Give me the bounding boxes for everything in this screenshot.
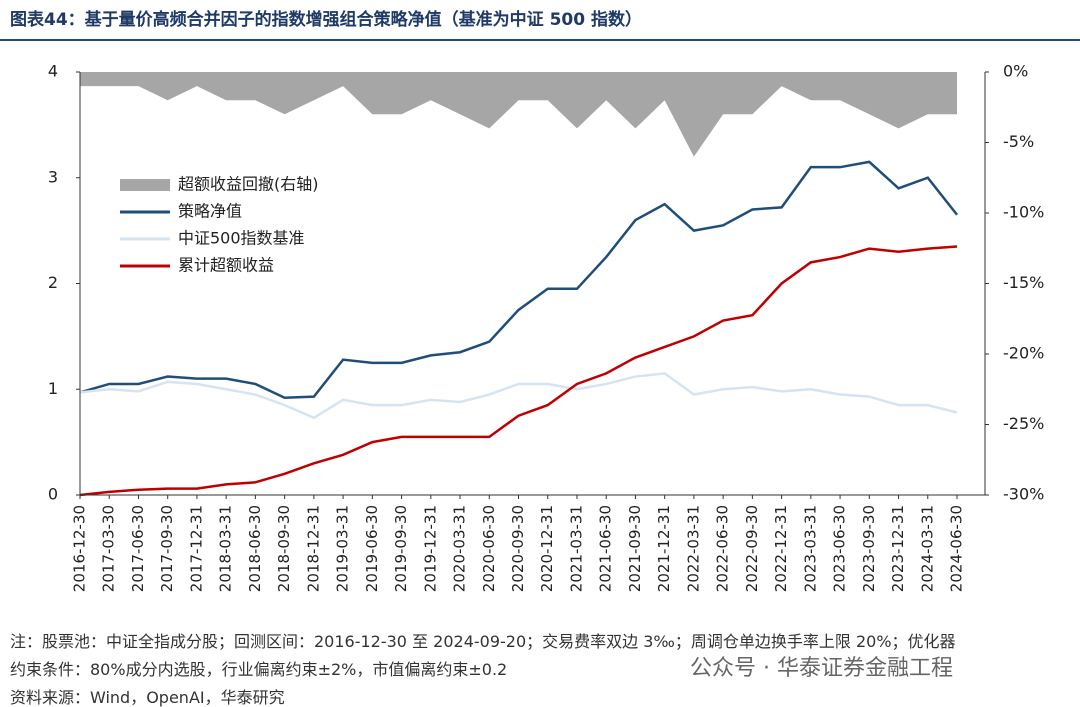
x-tick-label: 2020-09-30 [509, 505, 527, 592]
y-tick-label: 2 [48, 273, 58, 292]
x-tick-label: 2022-09-30 [743, 505, 761, 592]
title: 图表44：基于量价高频合并因子的指数增强组合策略净值（基准为中证 500 指数） [10, 9, 642, 30]
x-tick-label: 2024-06-30 [948, 505, 966, 592]
x-tick-label: 2018-12-31 [304, 505, 322, 592]
y2-tick-label: -10% [1003, 203, 1044, 222]
x-tick-label: 2023-12-31 [889, 505, 907, 592]
x-tick-label: 2019-09-30 [392, 505, 410, 592]
x-tick-label: 2022-06-30 [714, 505, 732, 592]
source: 资料来源：Wind，OpenAI，华泰研究 [10, 688, 285, 707]
x-tick-label: 2022-03-31 [684, 505, 702, 592]
series-line [79, 372, 958, 420]
x-tick-label: 2024-03-31 [918, 505, 936, 592]
legend-label: 中证500指数基准 [178, 229, 305, 248]
x-tick-label: 2021-06-30 [597, 505, 615, 592]
note: 约束条件：80%成分内选股，行业偏离约束±2%，市值偏离约束±0.2 [10, 660, 508, 679]
series-line [79, 245, 958, 497]
y-tick-label: 1 [48, 379, 58, 398]
x-tick-label: 2022-12-31 [772, 505, 790, 592]
x-tick-label: 2018-06-30 [246, 505, 264, 592]
x-tick-label: 2018-03-31 [217, 505, 235, 592]
x-tick-label: 2023-09-30 [860, 505, 878, 592]
y-tick-label: 4 [48, 62, 58, 81]
y-tick-label: 3 [48, 167, 58, 186]
x-tick-label: 2017-09-30 [158, 505, 176, 592]
watermark: 公众号 · 华泰证券金融工程 [690, 656, 953, 681]
legend-label: 超额收益回撤(右轴) [178, 175, 319, 194]
x-tick-label: 2018-09-30 [275, 505, 293, 592]
y2-tick-label: -5% [1003, 132, 1034, 151]
x-tick-label: 2021-03-31 [567, 505, 585, 592]
note: 注：股票池：中证全指成分股；回测区间：2016-12-30 至 2024-09-… [10, 632, 956, 651]
series-line [79, 160, 958, 399]
x-tick-label: 2023-06-30 [831, 505, 849, 592]
x-tick-label: 2021-09-30 [626, 505, 644, 592]
x-tick-label: 2021-12-31 [655, 505, 673, 592]
y2-tick-label: 0% [1003, 62, 1028, 81]
x-tick-label: 2019-06-30 [363, 505, 381, 592]
x-tick-label: 2019-12-31 [421, 505, 439, 592]
x-tick-label: 2017-12-31 [187, 505, 205, 592]
y2-tick-label: -20% [1003, 344, 1044, 363]
x-tick-label: 2017-03-30 [100, 505, 118, 592]
y2-tick-label: -30% [1003, 485, 1044, 504]
legend-label: 策略净值 [178, 202, 242, 221]
x-tick-label: 2020-06-30 [480, 505, 498, 592]
legend-label: 累计超额收益 [178, 256, 274, 275]
chart: 图表44：基于量价高频合并因子的指数增强组合策略净值（基准为中证 500 指数）… [0, 9, 1080, 592]
x-tick-label: 2016-12-30 [71, 505, 89, 592]
x-tick-label: 2023-03-31 [801, 505, 819, 592]
drawdown-area [80, 72, 957, 157]
x-tick-label: 2020-03-31 [451, 505, 469, 592]
x-tick-label: 2017-06-30 [129, 505, 147, 592]
y-tick-label: 0 [48, 485, 58, 504]
y2-tick-label: -25% [1003, 414, 1044, 433]
x-tick-label: 2019-03-31 [334, 505, 352, 592]
legend-swatch [120, 179, 170, 191]
y2-tick-label: -15% [1003, 273, 1044, 292]
x-tick-label: 2020-12-31 [538, 505, 556, 592]
